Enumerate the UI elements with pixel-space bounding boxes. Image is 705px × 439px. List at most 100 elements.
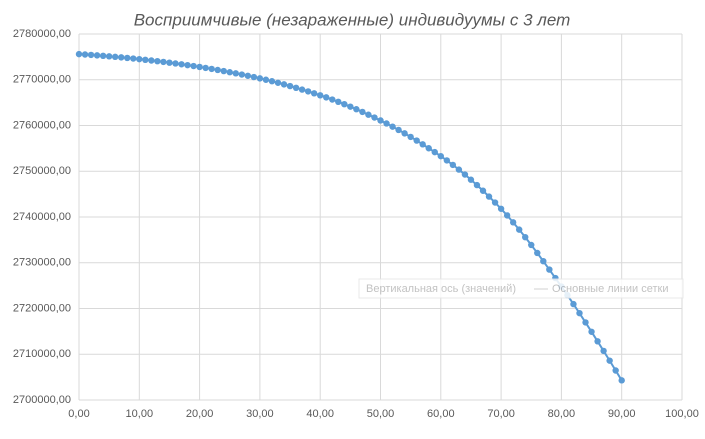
data-point [443,157,451,164]
data-point [99,52,107,60]
chart-title: Восприимчивые (незараженные) индивидуумы… [134,10,571,29]
data-point [124,54,131,62]
data-point [317,92,324,99]
data-point [250,73,258,81]
x-tick-label: 20,00 [186,408,214,420]
x-tick-label: 70,00 [487,408,515,420]
data-point [612,367,619,374]
data-point [226,69,233,76]
data-point [118,54,125,61]
data-point [329,96,336,103]
data-point [166,59,173,66]
data-point [419,141,426,148]
data-point [401,130,408,137]
data-point [75,50,83,58]
data-point [304,88,312,95]
data-point [130,55,137,62]
data-point [461,171,469,178]
data-point [371,114,378,121]
data-point [497,205,505,212]
data-point [522,233,529,241]
data-point [190,62,197,70]
data-point [172,60,179,67]
data-point [256,75,264,82]
data-point [286,82,294,90]
data-point [184,61,191,69]
data-point [491,199,499,206]
data-point [310,90,318,97]
data-point [347,103,354,110]
data-point [389,123,396,130]
data-point [341,100,348,108]
data-point [503,212,511,219]
data-point [208,65,215,73]
data-point [431,148,438,156]
data-point [292,84,300,92]
data-point [407,133,414,141]
y-tick-label: 2750000,00 [13,165,71,177]
x-tick-label: 100,00 [665,408,699,420]
data-point [395,126,402,134]
data-point [232,70,239,77]
data-point [588,328,595,335]
data-point [160,58,167,66]
x-tick-label: 90,00 [608,408,636,420]
data-point [570,300,577,308]
tooltip-box [358,278,684,299]
data-point [449,161,457,169]
data-point [202,64,209,72]
data-point [594,338,601,345]
data-point [582,319,589,326]
data-point [280,81,288,88]
data-point [353,106,360,113]
y-tick-label: 2710000,00 [13,348,71,360]
data-point [262,76,270,83]
data-point [383,120,390,127]
data-point [425,145,432,152]
x-tick-label: 80,00 [548,408,576,420]
y-tick-label: 2720000,00 [13,302,71,314]
y-tick-label: 2700000,00 [13,394,71,406]
x-tick-label: 10,00 [126,408,154,420]
data-point [509,219,517,226]
x-tick-label: 60,00 [427,408,455,420]
y-tick-label: 2770000,00 [13,74,71,86]
data-point [335,98,342,106]
data-point [606,357,613,364]
data-point [323,94,330,101]
data-point [154,57,161,65]
data-point [268,78,276,85]
data-point [196,63,203,71]
data-point [600,347,607,355]
data-point [93,52,101,59]
data-point [244,72,252,79]
data-point [455,166,463,173]
data-point [437,152,444,160]
data-point [576,309,583,317]
x-tick-label: 50,00 [367,408,395,420]
y-tick-label: 2730000,00 [13,257,71,269]
data-point [515,226,523,233]
data-point [359,108,366,116]
data-point [413,137,420,144]
data-point [377,117,384,124]
data-point [540,257,547,265]
data-point [473,181,481,189]
data-point [546,266,553,273]
data-point [485,193,493,200]
tooltip-text: Основные линии сетки [552,283,668,295]
tooltip-text: Вертикальная ось (значений) [366,283,516,295]
data-point [105,53,113,60]
data-point [479,187,487,194]
data-point [148,57,155,64]
data-point [298,86,306,93]
x-tick-label: 40,00 [306,408,334,420]
x-tick-label: 0,00 [68,408,89,420]
x-tick-label: 30,00 [246,408,274,420]
data-point [365,111,372,118]
y-tick-label: 2780000,00 [13,28,71,40]
y-tick-label: 2760000,00 [13,119,71,131]
data-point [618,377,625,384]
data-point [534,249,541,257]
